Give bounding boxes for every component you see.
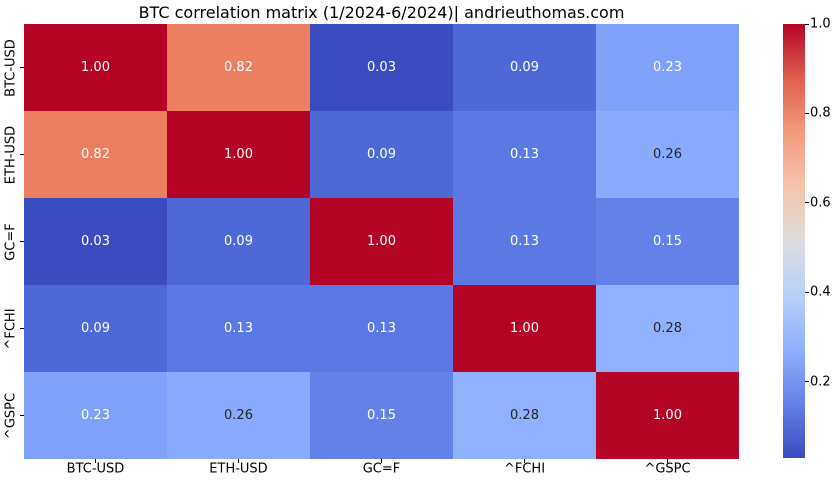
colorbar: [783, 24, 805, 458]
heatmap-cell-GC=F-BTC-USD: 0.03: [24, 198, 167, 285]
y-tick-label-BTC-USD: BTC-USD: [3, 38, 19, 97]
heatmap-cell-GC=F-^GSPC: 0.15: [596, 198, 739, 285]
heatmap-cell-ETH-USD-GC=F: 0.09: [310, 111, 453, 198]
heatmap-cell-ETH-USD-ETH-USD: 1.00: [167, 111, 310, 198]
heatmap-cell-^FCHI-BTC-USD: 0.09: [24, 285, 167, 372]
y-tick-label-^GSPC: ^GSPC: [3, 392, 19, 439]
x-tick-label-^GSPC: ^GSPC: [644, 461, 691, 477]
y-tick-label-GC=F: GC=F: [3, 222, 19, 261]
x-tick-label-ETH-USD: ETH-USD: [209, 461, 268, 477]
heatmap-cell-ETH-USD-^GSPC: 0.26: [596, 111, 739, 198]
colorbar-tick-mark: [805, 291, 809, 293]
x-tick-label-^FCHI: ^FCHI: [503, 461, 546, 477]
colorbar-tick-label-0.8: 0.8: [810, 105, 831, 121]
heatmap-cell-^GSPC-GC=F: 0.15: [310, 372, 453, 459]
x-tick-mark: [381, 459, 382, 463]
x-tick-mark: [524, 459, 525, 463]
colorbar-tick-mark: [805, 23, 809, 25]
x-tick-mark: [667, 459, 668, 463]
heatmap-cell-^GSPC-BTC-USD: 0.23: [24, 372, 167, 459]
x-tick-label-GC=F: GC=F: [362, 461, 401, 477]
heatmap-cell-BTC-USD-GC=F: 0.03: [310, 24, 453, 111]
colorbar-tick-mark: [805, 202, 809, 204]
heatmap-cell-ETH-USD-BTC-USD: 0.82: [24, 111, 167, 198]
heatmap-cell-GC=F-^FCHI: 0.13: [453, 198, 596, 285]
heatmap-cell-^FCHI-ETH-USD: 0.13: [167, 285, 310, 372]
y-tick-label-ETH-USD: ETH-USD: [3, 125, 19, 184]
heatmap-cell-ETH-USD-^FCHI: 0.13: [453, 111, 596, 198]
y-tick-mark: [20, 415, 24, 416]
heatmap-cell-GC=F-GC=F: 1.00: [310, 198, 453, 285]
colorbar-tick-label-1.0: 1.0: [810, 16, 831, 32]
heatmap-cell-BTC-USD-^FCHI: 0.09: [453, 24, 596, 111]
y-tick-mark: [20, 241, 24, 242]
heatmap-grid: 1.00 0.82 0.03 0.09 0.23 0.82 1.00 0.09 0.13 0.26…: [24, 24, 739, 459]
heatmap-cell-^FCHI-^GSPC: 0.28: [596, 285, 739, 372]
y-tick-mark: [20, 328, 24, 329]
heatmap-cell-BTC-USD-BTC-USD: 1.00: [24, 24, 167, 111]
heatmap-cell-BTC-USD-^GSPC: 0.23: [596, 24, 739, 111]
x-tick-label-BTC-USD: BTC-USD: [66, 461, 125, 477]
x-tick-mark: [95, 459, 96, 463]
y-tick-label-^FCHI: ^FCHI: [3, 307, 19, 350]
colorbar-tick-label-0.2: 0.2: [810, 374, 831, 390]
heatmap-cell-^GSPC-^FCHI: 0.28: [453, 372, 596, 459]
y-tick-mark: [20, 67, 24, 68]
colorbar-tick-mark: [805, 112, 809, 114]
heatmap-cell-^GSPC-ETH-USD: 0.26: [167, 372, 310, 459]
y-tick-mark: [20, 154, 24, 155]
heatmap-cell-^GSPC-^GSPC: 1.00: [596, 372, 739, 459]
x-tick-mark: [238, 459, 239, 463]
colorbar-tick-label-0.4: 0.4: [810, 284, 831, 300]
heatmap-cell-^FCHI-^FCHI: 1.00: [453, 285, 596, 372]
colorbar-tick-mark: [805, 381, 809, 383]
heatmap-cell-BTC-USD-ETH-USD: 0.82: [167, 24, 310, 111]
colorbar-tick-label-0.6: 0.6: [810, 195, 831, 211]
heatmap-cell-^FCHI-GC=F: 0.13: [310, 285, 453, 372]
chart-title: BTC correlation matrix (1/2024-6/2024)| …: [138, 3, 625, 22]
heatmap-cell-GC=F-ETH-USD: 0.09: [167, 198, 310, 285]
